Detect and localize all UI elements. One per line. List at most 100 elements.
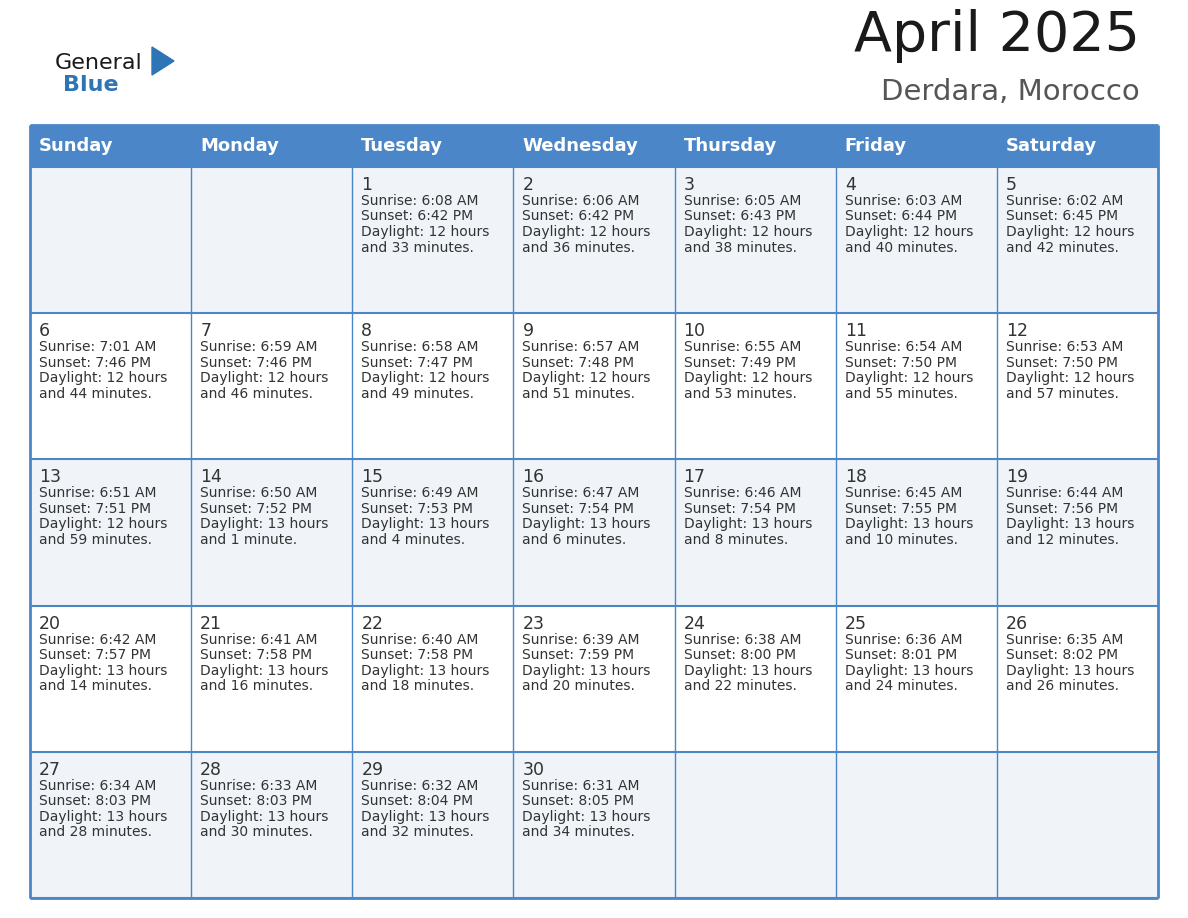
Text: 24: 24 bbox=[683, 614, 706, 633]
Text: Sunrise: 6:08 AM: Sunrise: 6:08 AM bbox=[361, 194, 479, 208]
Text: Sunrise: 6:05 AM: Sunrise: 6:05 AM bbox=[683, 194, 801, 208]
Text: 13: 13 bbox=[39, 468, 61, 487]
Text: 4: 4 bbox=[845, 176, 855, 194]
Text: 20: 20 bbox=[39, 614, 61, 633]
Text: 28: 28 bbox=[200, 761, 222, 778]
Text: 6: 6 bbox=[39, 322, 50, 341]
Text: Sunrise: 6:35 AM: Sunrise: 6:35 AM bbox=[1006, 633, 1123, 646]
Text: Sunrise: 6:51 AM: Sunrise: 6:51 AM bbox=[39, 487, 157, 500]
Text: Sunrise: 6:58 AM: Sunrise: 6:58 AM bbox=[361, 341, 479, 354]
Text: Sunset: 6:42 PM: Sunset: 6:42 PM bbox=[361, 209, 473, 223]
Text: and 36 minutes.: and 36 minutes. bbox=[523, 241, 636, 254]
Text: April 2025: April 2025 bbox=[854, 9, 1140, 63]
Text: Sunrise: 6:06 AM: Sunrise: 6:06 AM bbox=[523, 194, 640, 208]
Bar bbox=[675, 125, 835, 167]
Text: Daylight: 13 hours: Daylight: 13 hours bbox=[523, 664, 651, 677]
Text: Sunset: 7:59 PM: Sunset: 7:59 PM bbox=[523, 648, 634, 662]
Text: Sunset: 7:51 PM: Sunset: 7:51 PM bbox=[39, 502, 151, 516]
Text: Sunset: 8:03 PM: Sunset: 8:03 PM bbox=[39, 794, 151, 809]
Text: Sunrise: 6:44 AM: Sunrise: 6:44 AM bbox=[1006, 487, 1123, 500]
Text: Sunset: 7:55 PM: Sunset: 7:55 PM bbox=[845, 502, 956, 516]
Text: Sunset: 7:46 PM: Sunset: 7:46 PM bbox=[39, 355, 151, 370]
Text: Sunrise: 6:33 AM: Sunrise: 6:33 AM bbox=[200, 778, 317, 793]
Bar bbox=[30, 313, 1158, 459]
Text: Daylight: 12 hours: Daylight: 12 hours bbox=[523, 371, 651, 386]
Text: and 53 minutes.: and 53 minutes. bbox=[683, 386, 796, 400]
Text: Sunset: 7:49 PM: Sunset: 7:49 PM bbox=[683, 355, 796, 370]
Text: Sunset: 6:44 PM: Sunset: 6:44 PM bbox=[845, 209, 956, 223]
Text: Daylight: 13 hours: Daylight: 13 hours bbox=[39, 810, 168, 823]
Text: and 32 minutes.: and 32 minutes. bbox=[361, 825, 474, 839]
Text: Daylight: 13 hours: Daylight: 13 hours bbox=[845, 664, 973, 677]
Text: and 20 minutes.: and 20 minutes. bbox=[523, 679, 636, 693]
Text: Sunset: 7:52 PM: Sunset: 7:52 PM bbox=[200, 502, 312, 516]
Text: Sunset: 7:50 PM: Sunset: 7:50 PM bbox=[1006, 355, 1118, 370]
Text: 7: 7 bbox=[200, 322, 211, 341]
Text: Sunset: 6:42 PM: Sunset: 6:42 PM bbox=[523, 209, 634, 223]
Text: 29: 29 bbox=[361, 761, 384, 778]
Text: 1: 1 bbox=[361, 176, 372, 194]
Text: Sunrise: 6:54 AM: Sunrise: 6:54 AM bbox=[845, 341, 962, 354]
Text: Saturday: Saturday bbox=[1006, 137, 1097, 155]
Text: Sunrise: 6:46 AM: Sunrise: 6:46 AM bbox=[683, 487, 801, 500]
Text: Sunset: 7:54 PM: Sunset: 7:54 PM bbox=[683, 502, 796, 516]
Text: Daylight: 12 hours: Daylight: 12 hours bbox=[200, 371, 329, 386]
Text: and 59 minutes.: and 59 minutes. bbox=[39, 533, 152, 547]
Text: Sunrise: 6:59 AM: Sunrise: 6:59 AM bbox=[200, 341, 317, 354]
Text: Daylight: 13 hours: Daylight: 13 hours bbox=[1006, 518, 1135, 532]
Text: Sunrise: 6:53 AM: Sunrise: 6:53 AM bbox=[1006, 341, 1123, 354]
Text: 21: 21 bbox=[200, 614, 222, 633]
Text: General: General bbox=[55, 53, 143, 73]
Text: Daylight: 13 hours: Daylight: 13 hours bbox=[200, 664, 329, 677]
Text: Daylight: 13 hours: Daylight: 13 hours bbox=[361, 518, 489, 532]
Text: Sunrise: 6:57 AM: Sunrise: 6:57 AM bbox=[523, 341, 640, 354]
Text: and 16 minutes.: and 16 minutes. bbox=[200, 679, 314, 693]
Text: and 57 minutes.: and 57 minutes. bbox=[1006, 386, 1119, 400]
Text: Daylight: 13 hours: Daylight: 13 hours bbox=[523, 810, 651, 823]
Text: Sunset: 6:45 PM: Sunset: 6:45 PM bbox=[1006, 209, 1118, 223]
Text: Daylight: 12 hours: Daylight: 12 hours bbox=[361, 225, 489, 239]
Text: Sunset: 8:04 PM: Sunset: 8:04 PM bbox=[361, 794, 473, 809]
Text: Daylight: 13 hours: Daylight: 13 hours bbox=[39, 664, 168, 677]
Text: Daylight: 13 hours: Daylight: 13 hours bbox=[1006, 664, 1135, 677]
Text: Thursday: Thursday bbox=[683, 137, 777, 155]
Text: and 33 minutes.: and 33 minutes. bbox=[361, 241, 474, 254]
Text: Daylight: 12 hours: Daylight: 12 hours bbox=[361, 371, 489, 386]
Text: Daylight: 12 hours: Daylight: 12 hours bbox=[1006, 371, 1135, 386]
Text: and 18 minutes.: and 18 minutes. bbox=[361, 679, 474, 693]
Text: and 40 minutes.: and 40 minutes. bbox=[845, 241, 958, 254]
Text: and 49 minutes.: and 49 minutes. bbox=[361, 386, 474, 400]
Text: and 42 minutes.: and 42 minutes. bbox=[1006, 241, 1119, 254]
Text: 18: 18 bbox=[845, 468, 867, 487]
Text: Sunset: 7:50 PM: Sunset: 7:50 PM bbox=[845, 355, 956, 370]
Text: Friday: Friday bbox=[845, 137, 906, 155]
Text: Sunset: 7:48 PM: Sunset: 7:48 PM bbox=[523, 355, 634, 370]
Text: 23: 23 bbox=[523, 614, 544, 633]
Text: Sunset: 7:46 PM: Sunset: 7:46 PM bbox=[200, 355, 312, 370]
Bar bbox=[353, 125, 513, 167]
Text: Sunset: 7:47 PM: Sunset: 7:47 PM bbox=[361, 355, 473, 370]
Text: Sunset: 8:00 PM: Sunset: 8:00 PM bbox=[683, 648, 796, 662]
Text: Sunrise: 6:31 AM: Sunrise: 6:31 AM bbox=[523, 778, 640, 793]
Text: 22: 22 bbox=[361, 614, 384, 633]
Text: and 51 minutes.: and 51 minutes. bbox=[523, 386, 636, 400]
Text: Sunrise: 6:55 AM: Sunrise: 6:55 AM bbox=[683, 341, 801, 354]
Text: Daylight: 12 hours: Daylight: 12 hours bbox=[523, 225, 651, 239]
Text: Sunrise: 6:47 AM: Sunrise: 6:47 AM bbox=[523, 487, 640, 500]
Text: Sunset: 8:01 PM: Sunset: 8:01 PM bbox=[845, 648, 958, 662]
Text: 5: 5 bbox=[1006, 176, 1017, 194]
Text: 12: 12 bbox=[1006, 322, 1028, 341]
Text: and 8 minutes.: and 8 minutes. bbox=[683, 533, 788, 547]
Text: and 4 minutes.: and 4 minutes. bbox=[361, 533, 466, 547]
Text: Daylight: 12 hours: Daylight: 12 hours bbox=[1006, 225, 1135, 239]
Text: 9: 9 bbox=[523, 322, 533, 341]
Text: and 30 minutes.: and 30 minutes. bbox=[200, 825, 312, 839]
Bar bbox=[30, 459, 1158, 606]
Text: Sunset: 7:53 PM: Sunset: 7:53 PM bbox=[361, 502, 473, 516]
Text: Sunrise: 6:40 AM: Sunrise: 6:40 AM bbox=[361, 633, 479, 646]
Text: and 24 minutes.: and 24 minutes. bbox=[845, 679, 958, 693]
Text: Sunset: 7:58 PM: Sunset: 7:58 PM bbox=[361, 648, 473, 662]
Text: 2: 2 bbox=[523, 176, 533, 194]
Text: Monday: Monday bbox=[200, 137, 279, 155]
Text: Wednesday: Wednesday bbox=[523, 137, 638, 155]
